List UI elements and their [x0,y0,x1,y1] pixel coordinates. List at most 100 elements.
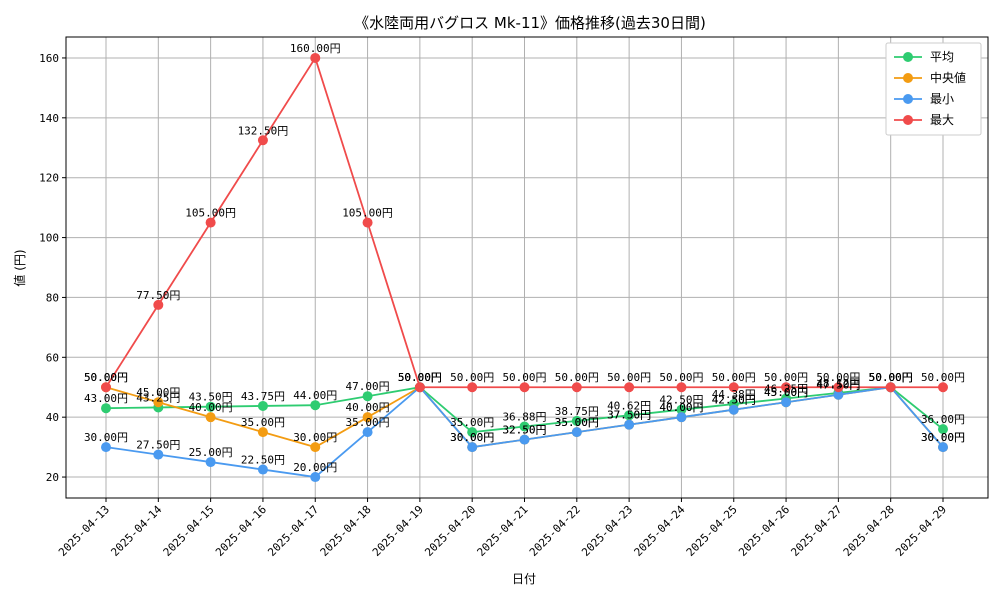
legend-entry: 平均 [930,50,954,64]
data-point [833,389,844,400]
data-label: 42.50円 [659,394,703,407]
data-point [467,427,478,438]
y-tick-label: 160 [39,52,59,65]
legend-swatch-marker [903,115,913,125]
data-label: 30.00円 [84,431,128,444]
data-label: 43.50円 [189,391,233,404]
data-point [310,442,321,453]
data-point [833,382,844,393]
y-tick-label: 40 [46,411,59,424]
plot-frame [65,36,989,499]
data-label: 22.50円 [241,454,285,467]
data-label: 45.00円 [764,386,808,399]
legend-entry: 最小 [930,92,954,106]
data-point [885,382,896,393]
data-label: 35.00円 [555,416,599,429]
y-axis-ticks: 20 40 60 80 100 120 140 160 [39,52,66,484]
data-point [101,442,111,453]
data-point [624,382,635,393]
data-label: 50.00円 [398,371,442,384]
data-point [938,424,948,435]
data-point [310,472,321,483]
data-point [205,217,216,228]
data-label: 50.00円 [450,371,494,384]
data-point [257,464,268,475]
data-label: 38.75円 [555,405,599,418]
data-label: 43.00円 [84,392,128,405]
data-label: 35.00円 [346,416,390,429]
data-label: 30.00円 [293,431,337,444]
data-label: 50.00円 [607,371,651,384]
data-point [467,382,478,393]
data-label: 43.25円 [136,391,180,404]
legend-box [885,42,982,136]
data-label: 40.00円 [659,401,703,414]
data-label: 40.00円 [189,401,233,414]
data-point [362,391,373,402]
data-label: 50.00円 [84,371,128,384]
data-point [571,382,582,393]
data-point [101,382,111,393]
data-point [571,427,582,438]
data-label: 44.00円 [293,389,337,402]
legend-swatch-marker [903,94,913,104]
data-point [362,412,373,423]
y-tick-label: 60 [46,351,59,364]
data-label: 47.50円 [816,379,860,392]
y-tick-label: 20 [46,471,59,484]
data-label: 40.00円 [346,401,390,414]
data-point [257,427,268,438]
data-point [728,382,739,393]
y-tick-label: 80 [46,291,59,304]
data-label: 32.50円 [502,424,546,437]
data-point [205,457,216,468]
data-point [571,415,582,426]
data-point [362,427,373,438]
data-label: 36.88円 [502,411,546,424]
data-label: 50.00円 [659,371,703,384]
data-point [781,397,792,408]
data-label: 20.00円 [293,461,337,474]
data-label: 50.00円 [869,371,913,384]
data-label: 48.12円 [816,377,860,390]
legend-entry: 最大 [930,113,954,127]
data-point [153,397,164,408]
data-label: 30.00円 [450,431,494,444]
data-point [310,400,321,411]
data-label: 50.00円 [764,371,808,384]
data-label: 50.00円 [555,371,599,384]
data-point [101,403,111,414]
data-label: 30.00円 [921,431,965,444]
data-label: 46.25円 [764,382,808,395]
data-point [153,449,164,460]
data-label: 47.50円 [816,379,860,392]
data-point [257,135,268,146]
data-label: 50.00円 [816,371,860,384]
data-label: 32.50円 [502,424,546,437]
data-label: 44.38円 [712,388,756,401]
data-point [310,52,321,63]
data-label: 40.62円 [607,399,651,412]
data-point [781,382,792,393]
data-label: 50.00円 [398,371,442,384]
data-point [676,412,687,423]
data-point [676,382,687,393]
data-point [519,382,530,393]
data-point [624,419,635,430]
y-tick-label: 120 [39,172,59,185]
data-label: 160.00円 [290,42,341,55]
data-point [362,217,373,228]
data-point [624,410,635,421]
chart-title: 《水陸両用バグロス Mk-11》価格推移(過去30日間) [354,14,706,32]
data-label: 25.00円 [189,446,233,459]
data-label: 42.50円 [712,394,756,407]
data-point [414,382,425,393]
data-label: 43.75円 [241,390,285,403]
data-label: 40.00円 [659,401,703,414]
y-axis-label: 値 (円) [12,249,27,286]
data-label: 30.00円 [450,431,494,444]
data-label: 77.50円 [136,289,180,302]
data-point [938,382,948,393]
data-label: 50.00円 [84,371,128,384]
